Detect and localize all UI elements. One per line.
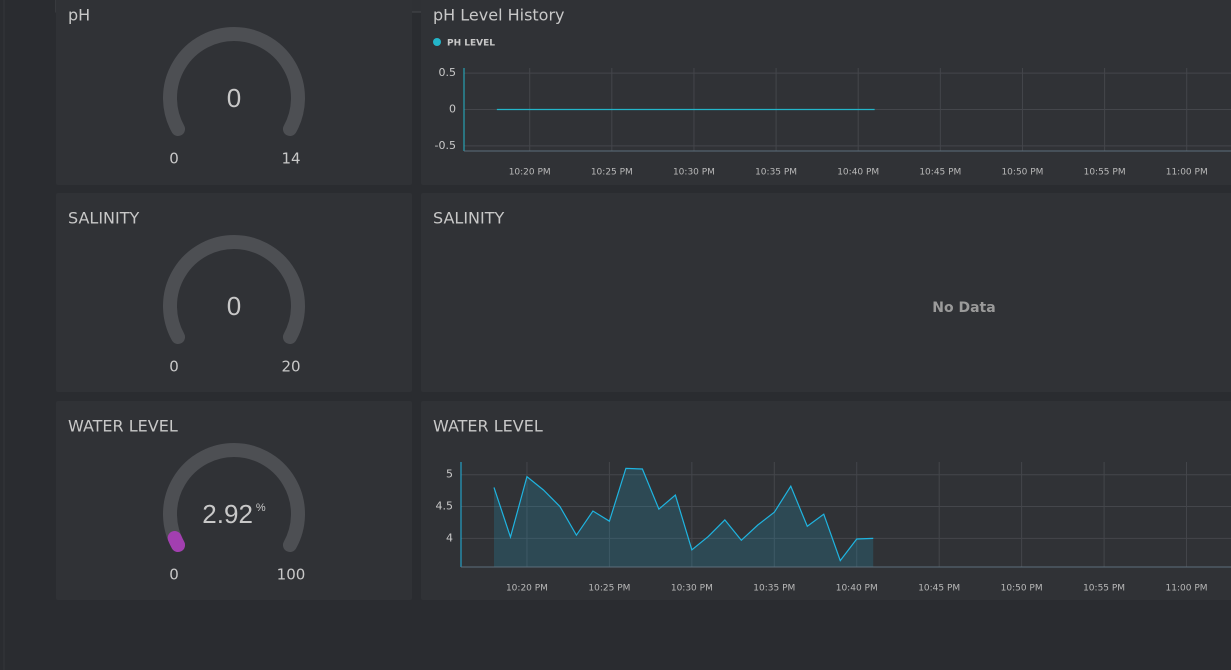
gauge-value: 0 (227, 83, 241, 113)
gauge-min: 0 (169, 566, 179, 584)
chart-panel (421, 401, 1231, 600)
x-tick-label: 10:55 PM (1084, 168, 1126, 178)
x-tick-label: 10:35 PM (755, 168, 797, 178)
gauge-value-arc (167, 531, 186, 553)
gauge-max: 14 (281, 150, 300, 168)
x-tick-label: 10:45 PM (919, 168, 961, 178)
chart-title: pH Level History (433, 6, 565, 25)
gauge-title: WATER LEVEL (68, 417, 178, 436)
gauge-value-number: 0 (227, 83, 241, 113)
gauge-panel (56, 193, 412, 392)
gauge-max: 100 (277, 566, 306, 584)
y-tick-label: 0.5 (439, 66, 457, 79)
y-tick-label: 5 (446, 468, 453, 481)
gauge-track (163, 27, 305, 137)
gauge-track (163, 443, 305, 553)
x-tick-label: 10:30 PM (673, 168, 715, 178)
gauge-max: 20 (281, 358, 300, 376)
chart-title: SALINITY (433, 209, 504, 228)
gauge-panel (56, 401, 412, 600)
x-tick-label: 10:30 PM (671, 584, 713, 594)
gauge-min: 0 (169, 150, 179, 168)
gauge-unit: % (256, 502, 266, 514)
y-tick-label: 4.5 (436, 500, 454, 513)
area-fill (493, 468, 874, 567)
x-tick-label: 10:35 PM (753, 584, 795, 594)
gauge-title: SALINITY (68, 209, 139, 228)
gauge-min: 0 (169, 358, 179, 376)
legend-dot (433, 38, 441, 46)
y-tick-label: 0 (449, 103, 456, 116)
x-tick-label: 10:20 PM (509, 168, 551, 178)
no-data: No Data (932, 300, 995, 316)
y-tick-label: -0.5 (435, 139, 456, 152)
x-tick-label: 10:55 PM (1083, 584, 1125, 594)
gauge-title: pH (68, 6, 90, 25)
gauge-value-number: 0 (227, 291, 241, 321)
series-line (493, 467, 874, 562)
chart-panel (421, 193, 1231, 392)
y-tick-label: 4 (446, 531, 453, 544)
x-tick-label: 10:40 PM (836, 584, 878, 594)
legend-label: PH LEVEL (447, 39, 495, 49)
x-tick-label: 10:45 PM (918, 584, 960, 594)
chart-title: WATER LEVEL (433, 417, 543, 436)
gauge-value: 2.92% (202, 499, 266, 529)
gauge-panel (56, 0, 412, 185)
gauge-value: 0 (227, 291, 241, 321)
chart-panel (421, 0, 1231, 185)
gauge-value-number: 2.92 (202, 499, 253, 529)
x-tick-label: 10:20 PM (506, 584, 548, 594)
x-tick-label: 11:00 PM (1166, 584, 1208, 594)
gauge-track (163, 235, 305, 345)
x-tick-label: 11:00 PM (1166, 168, 1208, 178)
x-tick-label: 10:50 PM (1001, 168, 1043, 178)
x-tick-label: 10:25 PM (588, 584, 630, 594)
x-tick-label: 10:50 PM (1001, 584, 1043, 594)
x-tick-label: 10:25 PM (591, 168, 633, 178)
x-tick-label: 10:40 PM (837, 168, 879, 178)
